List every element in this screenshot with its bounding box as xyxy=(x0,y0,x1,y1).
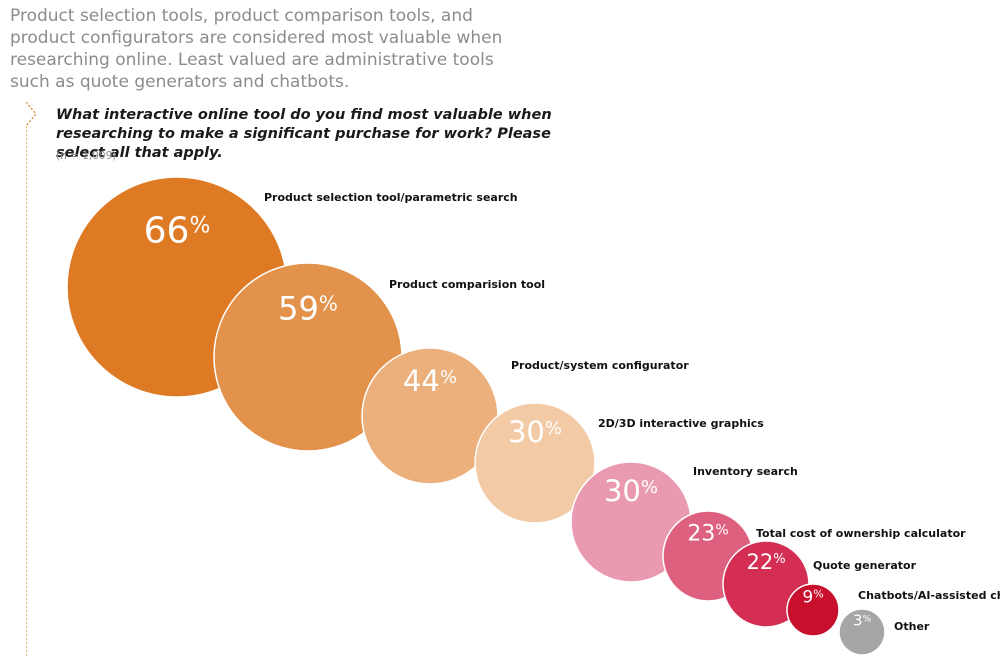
category-label-6: Total cost of ownership calculator xyxy=(756,527,966,540)
category-label-4: 2D/3D interactive graphics xyxy=(598,417,764,430)
bubble-value-8: 9% xyxy=(802,587,823,607)
accent-bracket xyxy=(26,102,37,657)
category-label-5: Inventory search xyxy=(693,465,798,478)
bubble-value-4: 30% xyxy=(508,415,562,449)
category-label-1: Product selection tool/parametric search xyxy=(264,191,518,204)
category-label-9: Other xyxy=(894,620,930,633)
category-label-3: Product/system configurator xyxy=(511,359,689,372)
category-label-8: Chatbots/AI-assisted chat xyxy=(858,589,1000,602)
headline: Product selection tools, product compari… xyxy=(10,6,503,92)
bubble-value-9: 3% xyxy=(853,611,872,629)
bubble-value-1: 66% xyxy=(144,210,211,251)
category-label-2: Product comparision tool xyxy=(389,278,545,291)
bubble-value-7: 22% xyxy=(746,550,785,574)
bubble-value-6: 23% xyxy=(687,521,728,546)
bubble-4 xyxy=(474,402,596,524)
bubble-value-2: 59% xyxy=(278,289,338,327)
bubbles-group: 66% 59% 44% 30% 30% 23% 22% 9% 3% xyxy=(66,176,886,656)
survey-question: What interactive online tool do you find… xyxy=(56,107,552,161)
category-label-7: Quote generator xyxy=(813,559,917,572)
bubble-value-5: 30% xyxy=(604,474,658,508)
sample-size: (n = 1,009) xyxy=(56,150,117,162)
bubble-9 xyxy=(838,608,886,656)
labels-group: Product selection tool/parametric search… xyxy=(264,191,1000,633)
bubble-value-3: 44% xyxy=(403,364,457,398)
bubble-8 xyxy=(786,583,840,637)
